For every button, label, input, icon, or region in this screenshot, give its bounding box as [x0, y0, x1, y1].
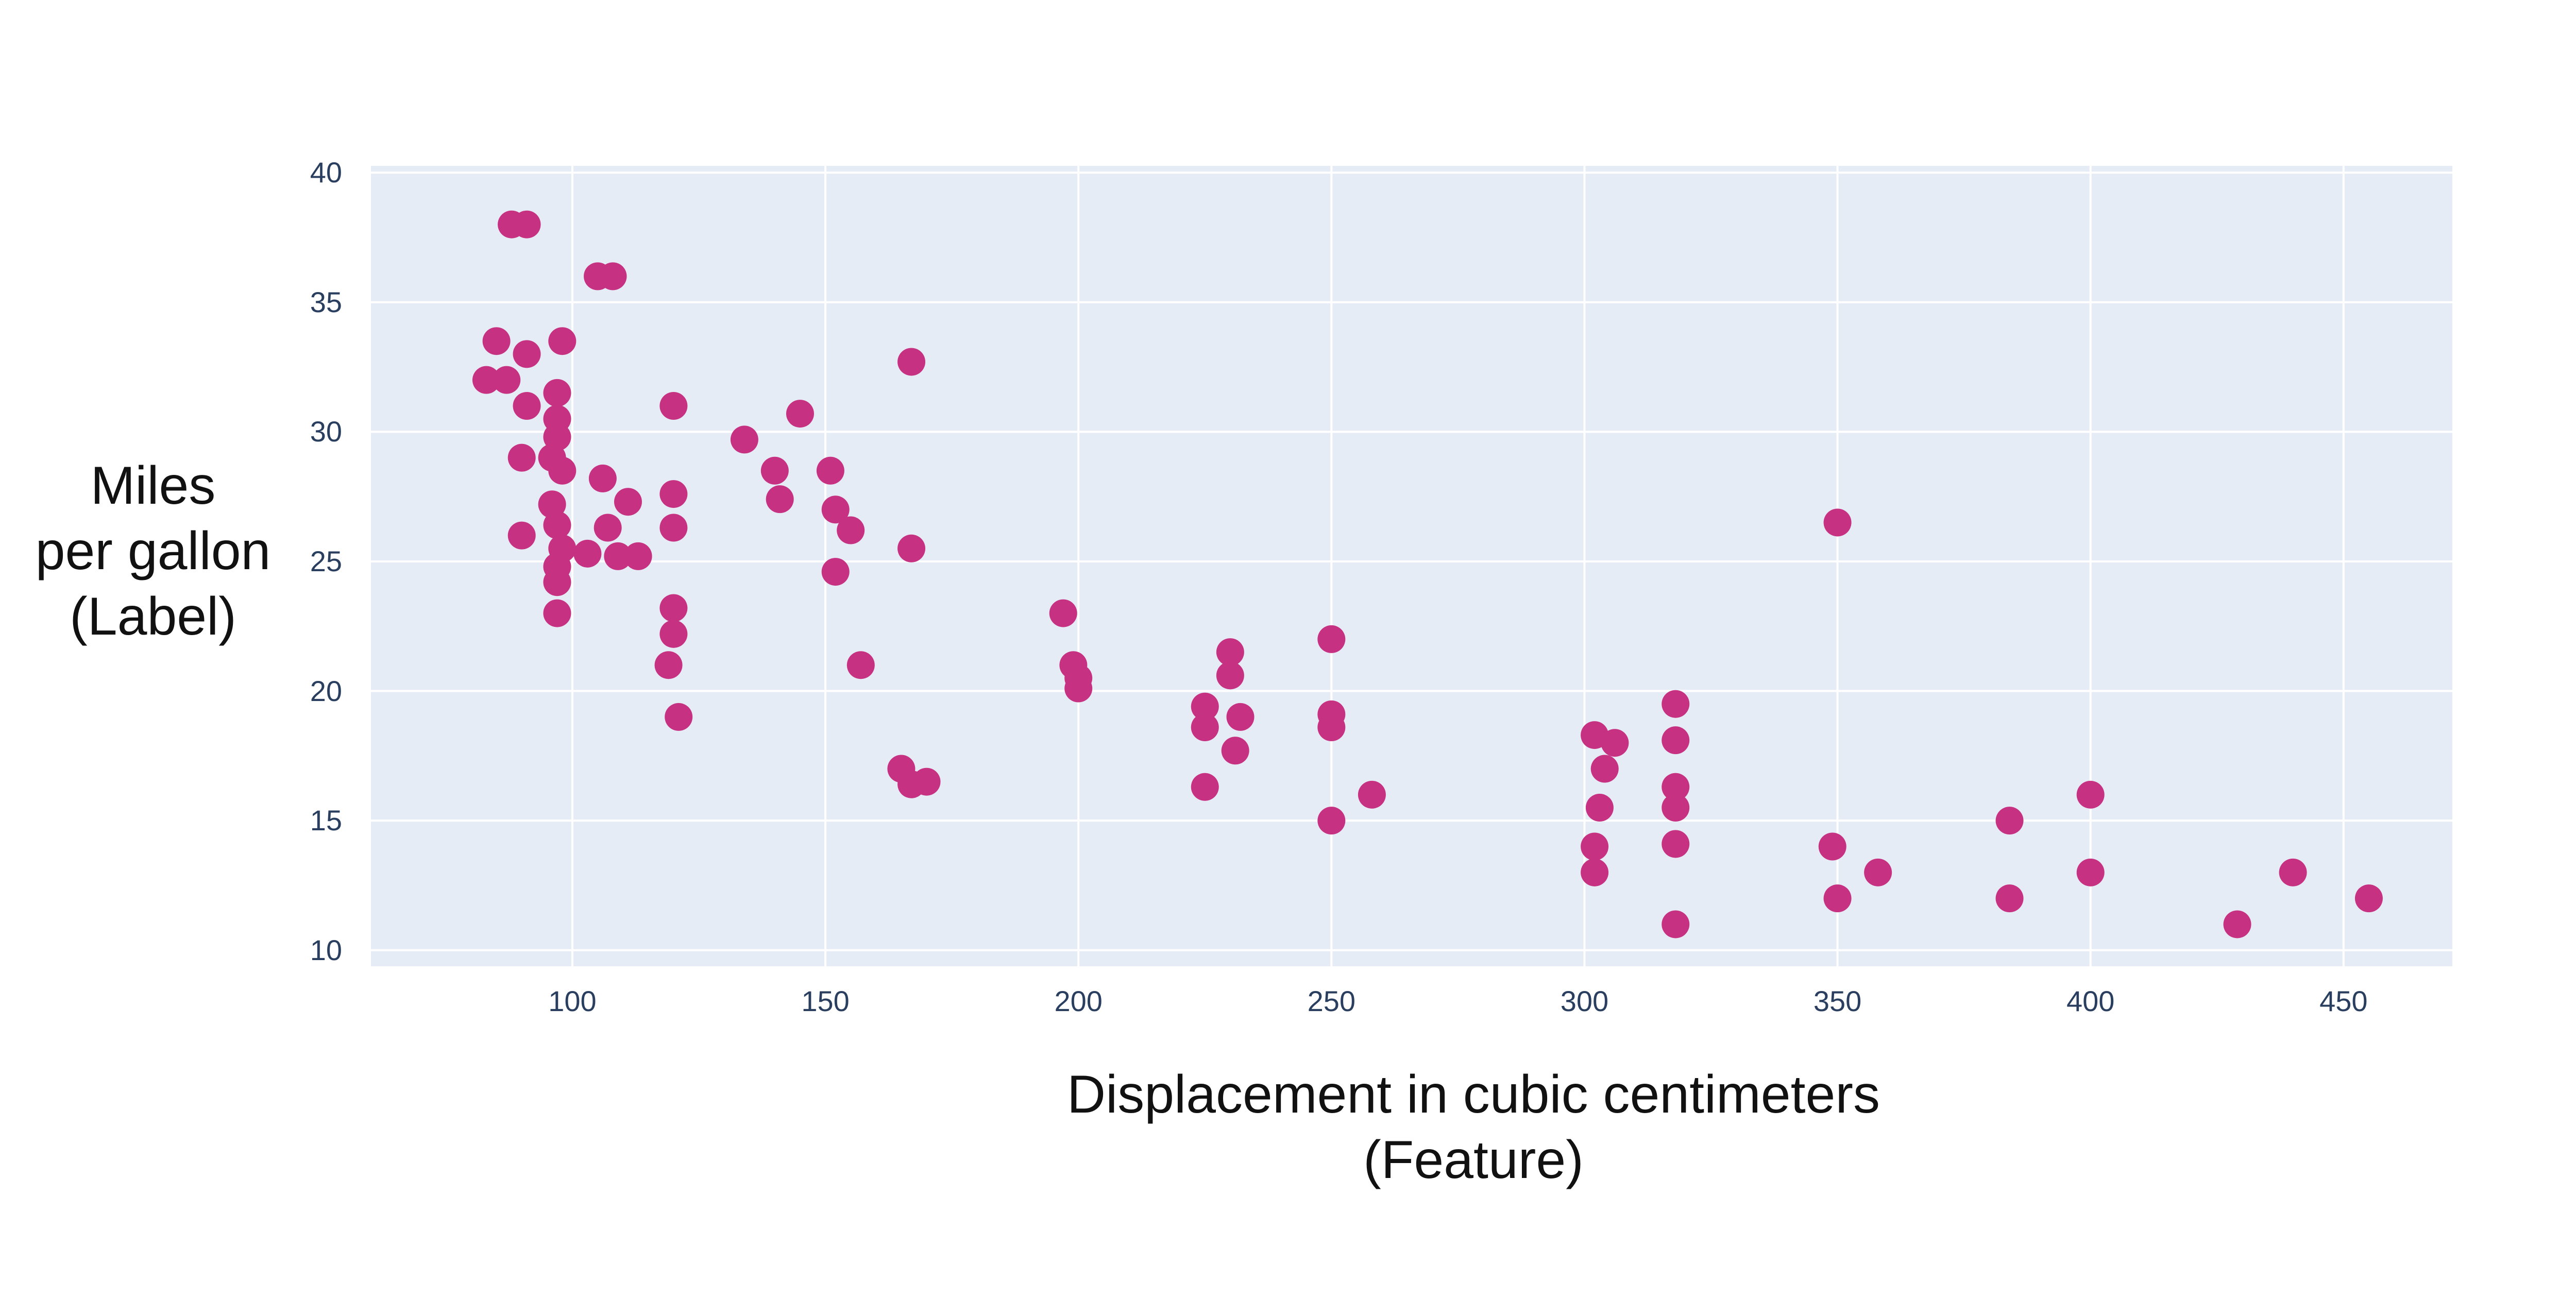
data-point[interactable] [594, 514, 622, 542]
data-point[interactable] [659, 514, 688, 542]
y-tick-label: 20 [310, 674, 342, 707]
data-point[interactable] [1662, 726, 1690, 755]
data-point[interactable] [659, 620, 688, 648]
data-point[interactable] [507, 443, 536, 472]
data-point[interactable] [897, 770, 926, 798]
data-point[interactable] [624, 542, 652, 570]
data-point[interactable] [786, 400, 814, 428]
y-tick-label: 35 [310, 285, 342, 318]
data-point[interactable] [659, 391, 688, 420]
data-point[interactable] [2076, 858, 2105, 886]
data-point[interactable] [659, 594, 688, 622]
data-point[interactable] [766, 485, 794, 514]
data-point[interactable] [513, 391, 541, 420]
data-point[interactable] [1590, 755, 1619, 783]
data-point[interactable] [1064, 674, 1093, 703]
data-point[interactable] [1995, 884, 2024, 913]
y-tick-label: 30 [310, 415, 342, 448]
y-axis-title: Miles per gallon (Label) [35, 456, 271, 646]
data-point[interactable] [543, 511, 571, 539]
data-point[interactable] [1358, 780, 1386, 809]
data-point[interactable] [665, 703, 693, 731]
data-point[interactable] [1191, 773, 1219, 801]
data-point[interactable] [1317, 625, 1346, 653]
data-point[interactable] [604, 542, 632, 570]
data-point[interactable] [1317, 807, 1346, 835]
data-point[interactable] [548, 327, 577, 355]
data-point[interactable] [507, 521, 536, 550]
data-point[interactable] [1662, 830, 1690, 858]
data-point[interactable] [543, 379, 571, 407]
scatter-plot-canvas[interactable] [371, 166, 2452, 966]
data-point[interactable] [543, 568, 571, 596]
data-point[interactable] [897, 348, 926, 376]
data-point[interactable] [821, 558, 850, 586]
data-point[interactable] [1226, 703, 1255, 731]
data-point[interactable] [816, 456, 844, 485]
data-point[interactable] [1191, 713, 1219, 742]
data-point[interactable] [482, 327, 511, 355]
plot-area[interactable] [371, 166, 2452, 966]
data-point[interactable] [1581, 858, 1609, 886]
x-tick-label: 200 [1054, 985, 1103, 1017]
data-point[interactable] [2279, 858, 2307, 886]
data-point[interactable] [543, 599, 571, 627]
x-tick-label: 300 [1560, 985, 1609, 1017]
data-point[interactable] [837, 516, 865, 544]
data-point[interactable] [1818, 832, 1846, 861]
data-point[interactable] [513, 340, 541, 368]
data-point[interactable] [821, 496, 850, 524]
data-point[interactable] [513, 210, 541, 238]
data-point[interactable] [614, 488, 642, 516]
x-tick-label: 100 [548, 985, 597, 1017]
data-point[interactable] [1216, 638, 1244, 667]
data-point[interactable] [543, 423, 571, 451]
x-tick-label: 350 [1813, 985, 1862, 1017]
data-point[interactable] [1221, 737, 1249, 765]
data-point[interactable] [654, 651, 683, 679]
y-tick-label: 10 [310, 933, 342, 966]
data-point[interactable] [573, 539, 602, 568]
data-point[interactable] [1823, 884, 1852, 913]
data-point[interactable] [2076, 780, 2105, 809]
data-point[interactable] [846, 651, 875, 679]
data-point[interactable] [599, 262, 627, 291]
data-point[interactable] [1317, 713, 1346, 742]
data-point[interactable] [1864, 858, 1892, 886]
x-axis-title: Displacement in cubic centimeters (Featu… [1067, 1065, 1880, 1190]
x-tick-label: 150 [801, 985, 850, 1017]
data-point[interactable] [1662, 910, 1690, 938]
data-point[interactable] [1995, 807, 2024, 835]
x-tick-label: 450 [2319, 985, 2368, 1017]
data-point[interactable] [1662, 773, 1690, 801]
data-point[interactable] [1191, 692, 1219, 721]
data-point[interactable] [548, 456, 577, 485]
data-point[interactable] [1216, 661, 1244, 690]
data-point[interactable] [760, 456, 789, 485]
y-tick-label: 25 [310, 544, 342, 577]
data-point[interactable] [538, 490, 566, 519]
data-point[interactable] [2354, 884, 2383, 913]
x-tick-label: 250 [1307, 985, 1356, 1017]
data-point[interactable] [493, 366, 521, 394]
data-point[interactable] [472, 366, 500, 394]
data-point[interactable] [659, 480, 688, 508]
data-point[interactable] [1662, 690, 1690, 718]
data-point[interactable] [1585, 794, 1614, 822]
y-tick-label: 40 [310, 156, 342, 189]
data-point[interactable] [2223, 910, 2251, 938]
data-point[interactable] [1049, 599, 1077, 627]
data-point[interactable] [1601, 729, 1629, 757]
data-point[interactable] [588, 464, 617, 492]
data-point[interactable] [897, 534, 926, 562]
x-tick-label: 400 [2066, 985, 2115, 1017]
data-point[interactable] [1823, 508, 1852, 537]
data-point[interactable] [1662, 794, 1690, 822]
data-point[interactable] [1581, 832, 1609, 861]
data-point[interactable] [730, 425, 758, 454]
y-tick-label: 15 [310, 804, 342, 837]
